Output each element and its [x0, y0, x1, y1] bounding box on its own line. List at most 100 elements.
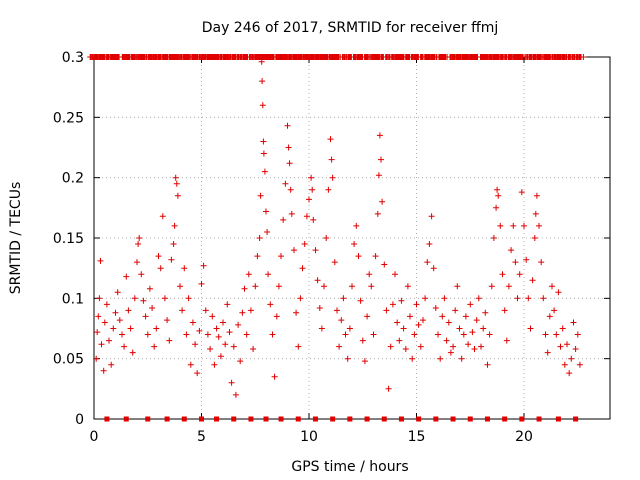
data-point: [344, 355, 351, 362]
data-point: [516, 271, 523, 278]
data-point: [228, 379, 235, 386]
data-point: [159, 213, 166, 220]
data-point: [98, 341, 105, 348]
y-tick-label: 0.3: [62, 50, 84, 66]
data-point: [475, 295, 482, 302]
data-point: [116, 317, 123, 324]
data-point: [398, 297, 405, 304]
data-point: [286, 160, 293, 167]
data-point: [439, 313, 446, 320]
data-point: [551, 307, 558, 314]
data-point: [136, 235, 143, 241]
data-point: [198, 280, 205, 287]
data-point: [445, 319, 452, 326]
data-point: [288, 210, 295, 217]
data-point: [486, 331, 493, 338]
data-point: [574, 331, 581, 338]
axis-marker: [347, 416, 353, 422]
axis-marker: [104, 416, 110, 422]
axis-markers: [104, 416, 579, 422]
data-point: [297, 295, 304, 302]
data-point: [114, 289, 121, 296]
axis-marker: [484, 416, 490, 422]
data-point: [462, 313, 469, 320]
data-point: [168, 256, 175, 263]
axis-marker: [330, 416, 336, 422]
axis-marker: [164, 416, 170, 422]
data-point: [559, 325, 566, 332]
data-point: [572, 346, 579, 352]
data-point: [284, 122, 291, 129]
data-point: [278, 253, 284, 260]
data-point: [334, 307, 340, 314]
data-point: [394, 319, 401, 326]
axis-marker: [364, 416, 370, 422]
data-point: [207, 346, 214, 352]
data-point: [379, 198, 386, 205]
data-point: [247, 307, 254, 314]
y-tick-label: 0.1: [62, 291, 84, 307]
data-point: [211, 361, 218, 368]
data-point: [329, 174, 336, 181]
data-point: [95, 313, 102, 320]
data-point: [424, 259, 431, 266]
data-point: [549, 283, 555, 290]
data-point: [471, 346, 478, 352]
data-point: [452, 307, 459, 314]
data-point: [129, 349, 136, 356]
data-point: [505, 283, 512, 290]
data-point: [342, 331, 349, 338]
axis-marker: [248, 416, 254, 422]
data-point: [250, 346, 257, 352]
data-point: [260, 150, 267, 157]
data-point: [331, 259, 338, 266]
data-point: [140, 297, 147, 304]
data-point: [230, 343, 237, 350]
data-point: [125, 307, 132, 314]
data-point: [153, 325, 160, 332]
data-point: [542, 331, 549, 338]
data-point: [413, 301, 420, 308]
data-point: [138, 271, 145, 278]
data-point: [157, 265, 164, 272]
data-point: [404, 283, 411, 290]
data-point: [533, 192, 540, 199]
data-point: [301, 241, 308, 247]
data-point: [123, 273, 130, 280]
data-point: [553, 331, 560, 338]
data-point: [177, 283, 183, 290]
data-point: [420, 317, 426, 324]
data-point: [183, 331, 190, 338]
data-point: [204, 331, 211, 338]
data-point: [521, 222, 527, 229]
data-point: [478, 343, 484, 350]
axis-marker: [398, 416, 404, 422]
data-point: [192, 341, 199, 348]
data-point: [151, 343, 158, 350]
axis-marker: [416, 416, 422, 422]
data-point: [170, 241, 177, 247]
data-point: [458, 355, 465, 362]
data-point: [357, 297, 364, 304]
data-point: [101, 319, 108, 326]
data-point: [127, 325, 134, 332]
data-point: [245, 271, 252, 278]
data-point: [171, 222, 178, 229]
data-point: [232, 391, 239, 398]
x-tick-label: 10: [300, 429, 318, 445]
data-point: [187, 361, 194, 368]
axis-marker: [536, 416, 542, 422]
data-point: [426, 241, 433, 247]
data-point: [338, 317, 345, 324]
data-point: [353, 222, 360, 229]
y-tick-label: 0.15: [53, 231, 84, 247]
data-point: [200, 262, 207, 269]
data-point: [318, 325, 325, 332]
data-point: [428, 213, 435, 220]
data-point: [361, 358, 368, 365]
axis-marker: [263, 416, 269, 422]
data-point: [96, 295, 103, 302]
data-point: [376, 132, 383, 139]
data-point: [321, 283, 327, 290]
y-tick-label: 0.05: [53, 352, 84, 368]
